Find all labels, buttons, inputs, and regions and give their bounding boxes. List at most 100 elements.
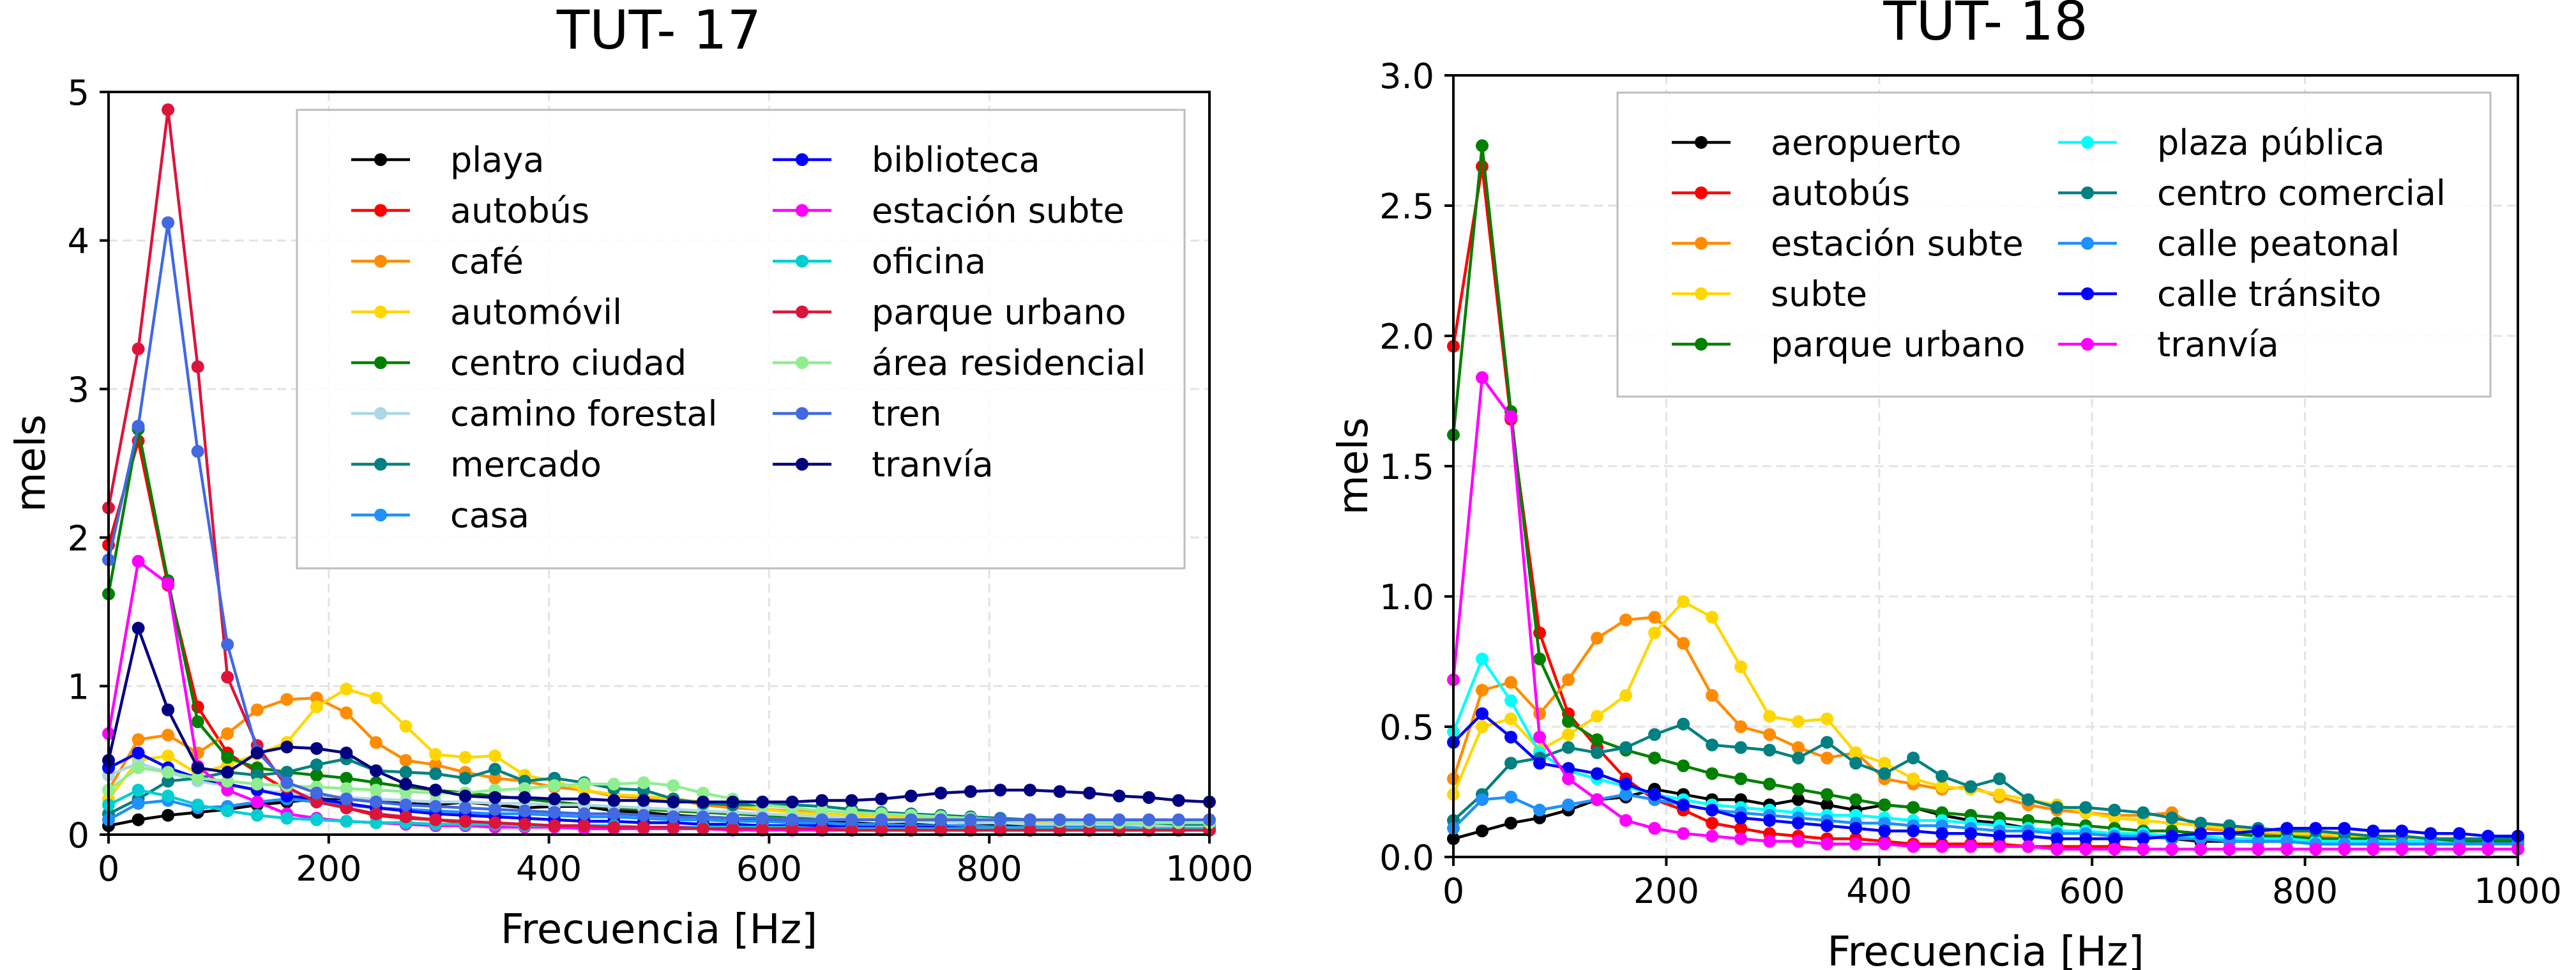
data-point [191,715,204,729]
legend-item: playa [351,140,544,180]
data-point [399,798,413,812]
data-point [2252,842,2265,856]
data-point [756,795,769,808]
data-point [132,342,145,356]
data-point [548,779,561,792]
legend-swatch-marker [1695,186,1708,199]
chart-tut18: TUT- 18 0 200 400 600 800 1000 0.0 0.5 1.0 1.5 2.0 2… [1330,0,2562,970]
data-point [1476,371,1489,384]
legend-swatch-marker [374,153,387,166]
data-point [310,813,323,826]
x-tick-label: 600 [2059,871,2125,911]
legend-label: calle tránsito [2157,274,2381,314]
data-point [1619,814,1633,827]
data-point [1504,410,1518,423]
data-point [1964,827,1978,840]
data-point [2309,842,2322,856]
legend-item: camino forestal [351,394,718,434]
data-point [2022,793,2035,807]
data-point [1648,626,1662,640]
data-point [696,822,709,835]
legend-label: estación subte [1771,224,2024,264]
data-point [1964,840,1978,853]
data-point [726,795,739,808]
data-point [1964,780,1978,793]
data-point [1792,751,1805,764]
data-point [1648,610,1662,624]
data-point [2165,842,2179,856]
chart-tut17: TUT- 17 0 200 400 600 800 1000 0 1 2 3 4 5 Frecuencia… [8,0,1254,953]
legend-swatch-marker [374,458,387,471]
data-point [1562,741,1575,754]
data-point [2424,827,2437,840]
data-point [1619,689,1633,702]
legend-swatch-marker [796,305,808,319]
legend-item: aeropuerto [1672,123,1962,163]
data-point [1734,832,1748,845]
legend-swatch-marker [2081,136,2094,149]
data-point [1878,837,1891,851]
legend-label: parque urbano [1771,324,2026,365]
data-point [1821,788,1834,801]
data-point [1476,683,1489,697]
data-point [875,813,888,826]
legend-item: estación subte [1672,224,2024,264]
data-point [221,784,234,797]
data-point [2165,830,2179,843]
data-point [667,795,680,808]
data-point [250,746,264,760]
legend-label: centro ciudad [450,343,686,383]
y-tick-label: 0.0 [1379,838,1434,878]
x-tick-label: 400 [1846,871,1912,911]
data-point [310,742,323,755]
y-tick-label: 1 [68,667,89,707]
data-point [191,798,204,812]
data-point [1172,794,1185,807]
data-point [369,807,383,821]
data-point [369,736,383,749]
legend-item: centro ciudad [351,343,686,383]
data-point [1706,610,1719,624]
data-point [162,775,175,788]
legend-label: aeropuerto [1771,123,1962,163]
data-point [1792,782,1805,796]
data-point [132,733,145,746]
data-point [1907,824,1920,838]
x-axis-label: Frecuencia [Hz] [1827,928,2144,970]
data-point [162,103,175,116]
data-point [1591,746,1604,759]
legend-label: café [450,241,524,282]
data-point [964,785,977,798]
data-point [1619,777,1633,791]
data-point [1993,788,2006,801]
data-point [280,766,294,779]
legend-swatch-marker [2081,186,2094,199]
data-point [1849,793,1863,807]
data-point [221,766,234,779]
data-point [1763,709,1777,723]
data-point [815,804,829,817]
series-estación-subte [1447,610,2524,851]
data-point [1476,707,1489,720]
data-point [429,813,443,826]
data-point [340,683,353,696]
data-point [518,817,531,831]
data-point [132,761,145,775]
data-point [1591,709,1604,723]
data-point [1792,816,1805,830]
data-point [1504,816,1518,830]
data-point [815,794,829,807]
data-point [1677,798,1690,812]
data-point [162,577,175,590]
data-point [340,792,353,806]
data-point [2280,822,2294,835]
data-point [994,813,1007,826]
data-point [1936,780,1949,793]
data-point [1792,741,1805,754]
legend-item: oficina [773,241,986,282]
data-point [667,779,680,792]
data-point [2395,842,2409,856]
y-tick-label: 0 [68,815,89,856]
data-point [369,692,383,705]
data-point [785,795,799,808]
